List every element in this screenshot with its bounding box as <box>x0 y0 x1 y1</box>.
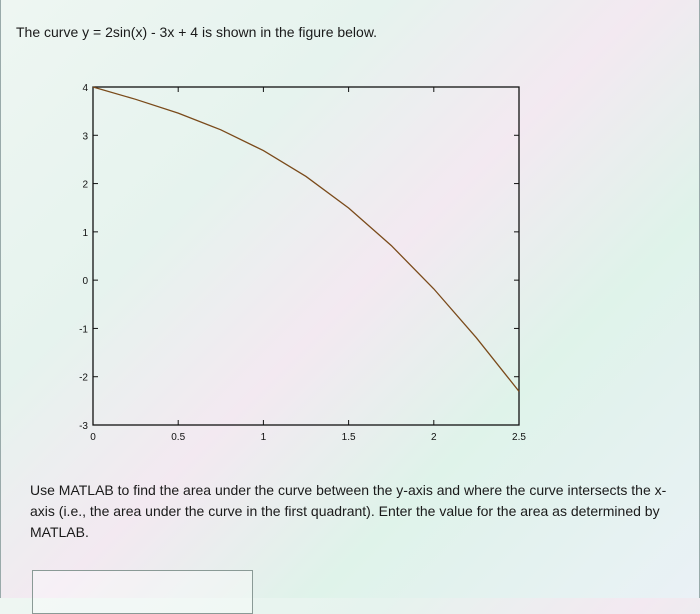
x-tick-label: 2.5 <box>512 432 526 443</box>
answer-input[interactable] <box>32 570 253 614</box>
x-tick-label: 1.5 <box>342 432 356 443</box>
x-tick-label: 0 <box>90 432 96 443</box>
x-tick-label: 0.5 <box>171 432 185 443</box>
question-body: Use MATLAB to find the area under the cu… <box>30 482 667 540</box>
plot-area <box>92 86 520 426</box>
y-tick-label: 3 <box>82 131 88 142</box>
y-tick-label: 1 <box>82 228 88 239</box>
x-tick-label: 2 <box>431 432 437 443</box>
y-tick-label: -1 <box>79 324 88 335</box>
curve-chart: 0 0.5 1 1.5 2 2.5 4 3 2 1 0 -1 -2 -3 <box>79 83 526 443</box>
y-tick-label: -3 <box>79 421 88 432</box>
y-tick-label: 2 <box>82 180 88 191</box>
question-intro: The curve y = 2sin(x) - 3x + 4 is shown … <box>16 24 378 40</box>
x-tick-label: 1 <box>261 432 267 443</box>
y-tick-label: 4 <box>82 83 88 94</box>
y-tick-label: -2 <box>79 373 88 384</box>
y-tick-label: 0 <box>82 276 88 287</box>
curve-line <box>92 86 520 392</box>
